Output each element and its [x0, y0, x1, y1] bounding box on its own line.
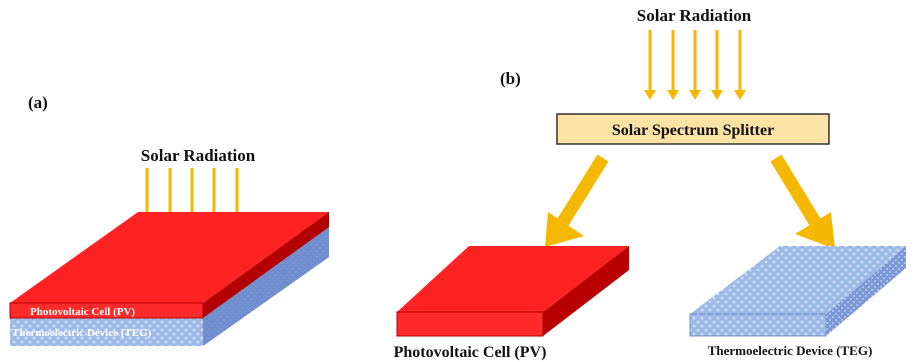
panel-a-pv-layer	[9, 212, 329, 319]
panel-b-label: (b)	[500, 69, 521, 88]
radiation-arrow	[734, 30, 746, 100]
panel-b-teg-label: Thermoelectric Device (TEG)	[708, 343, 873, 358]
radiation-arrow	[667, 30, 679, 100]
panel-b-radiation-arrows	[644, 30, 746, 100]
panel-a-radiation-label: Solar Radiation	[141, 146, 256, 165]
panel-a-teg-label: Thermoelectric Device (TEG)	[12, 327, 152, 339]
panel-b-pv-block	[396, 246, 629, 337]
panel-a-label: (a)	[28, 93, 48, 112]
panel-a-pv-label: Photovoltaic Cell (PV)	[30, 306, 135, 318]
panel-a-teg-layer	[10, 227, 329, 346]
panel-b-teg-block	[689, 246, 906, 337]
arrow-to-pv	[545, 154, 609, 247]
radiation-arrow	[689, 30, 701, 100]
panel-b-pv-label: Photovoltaic Cell (PV)	[394, 344, 547, 361]
panel-b-radiation-label: Solar Radiation	[637, 6, 752, 25]
spectrum-splitter: Solar Spectrum Splitter	[556, 113, 830, 145]
radiation-arrow	[644, 30, 656, 100]
panel-b: (b) Solar Radiation	[394, 6, 906, 361]
radiation-arrow	[711, 30, 723, 100]
panel-a: (a) Solar Radiation	[9, 93, 329, 346]
arrow-to-teg	[770, 154, 835, 249]
splitter-label: Solar Spectrum Splitter	[612, 122, 774, 139]
